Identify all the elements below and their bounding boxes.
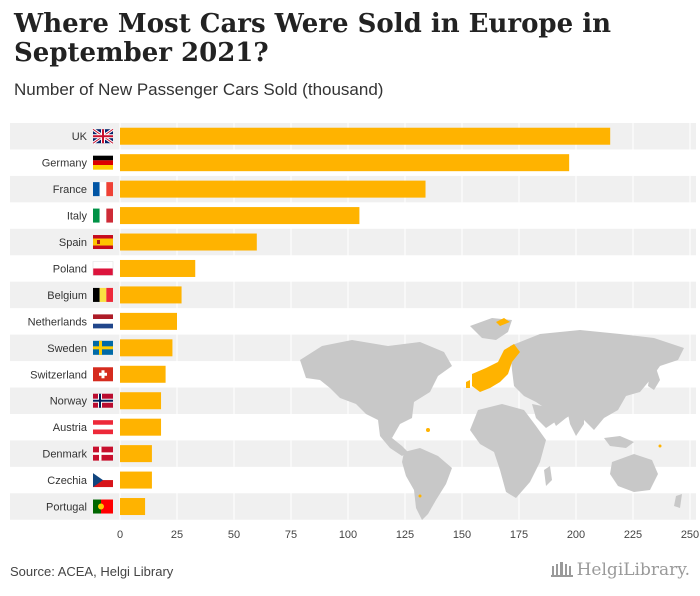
category-label: Italy xyxy=(67,211,88,223)
flag-belgium-icon xyxy=(93,287,113,302)
brand-text: HelgiLibrary. xyxy=(576,560,690,580)
bar-chart: UK Germany France Italy Spain Poland Belgium Ne… xyxy=(10,123,699,541)
category-label: Netherlands xyxy=(28,316,88,328)
x-tick-label: 50 xyxy=(228,529,240,541)
category-label: UK xyxy=(72,131,88,143)
category-label: Sweden xyxy=(47,343,87,355)
category-label: Belgium xyxy=(47,290,87,302)
category-label: France xyxy=(53,184,87,196)
bar xyxy=(120,207,360,225)
country-flags xyxy=(92,127,114,514)
x-axis-ticks: 0 25 50 75 100 125 150 175 200 225 250 xyxy=(117,529,699,541)
x-tick-label: 100 xyxy=(339,529,357,541)
bar xyxy=(120,154,570,172)
bar xyxy=(120,312,177,330)
flag-portugal-icon xyxy=(93,499,113,514)
x-tick-label: 250 xyxy=(681,529,699,541)
flag-austria-icon xyxy=(93,420,113,435)
bar xyxy=(120,180,426,198)
flag-norway-icon xyxy=(93,393,113,408)
flag-switzerland-icon xyxy=(93,367,113,382)
flag-germany-icon xyxy=(93,155,113,170)
bar xyxy=(120,445,152,463)
x-tick-label: 225 xyxy=(624,529,642,541)
category-label: Czechia xyxy=(47,475,88,487)
bar xyxy=(120,498,146,516)
flag-poland-icon xyxy=(92,261,114,276)
bar xyxy=(120,471,152,489)
x-tick-label: 175 xyxy=(510,529,528,541)
x-tick-label: 25 xyxy=(171,529,183,541)
flag-denmark-icon xyxy=(93,446,113,461)
flag-spain-icon xyxy=(93,235,113,250)
chart-subtitle: Number of New Passenger Cars Sold (thous… xyxy=(14,80,384,99)
category-label: Portugal xyxy=(46,502,87,514)
bar xyxy=(120,392,162,410)
flag-netherlands-icon xyxy=(93,314,113,329)
category-label: Switzerland xyxy=(30,369,87,381)
world-map-icon xyxy=(300,318,684,520)
category-label: Denmark xyxy=(42,449,87,461)
bar xyxy=(120,418,162,436)
x-tick-label: 150 xyxy=(453,529,471,541)
flag-uk-icon xyxy=(92,127,114,145)
flag-sweden-icon xyxy=(93,340,113,355)
category-label: Poland xyxy=(53,263,87,275)
x-tick-label: 125 xyxy=(396,529,414,541)
category-labels: UK Germany France Italy Spain Poland Belgium Ne… xyxy=(28,131,88,513)
brand-logo: HelgiLibrary. xyxy=(550,560,690,580)
bar xyxy=(120,233,257,251)
category-label: Spain xyxy=(59,237,87,249)
bar xyxy=(120,365,166,383)
category-label: Austria xyxy=(53,422,88,434)
flag-czechia-icon xyxy=(93,473,113,488)
library-icon xyxy=(550,562,573,577)
category-label: Norway xyxy=(50,396,88,408)
flag-italy-icon xyxy=(93,208,113,223)
bar xyxy=(120,286,182,304)
bar xyxy=(120,259,196,277)
source-note: Source: ACEA, Helgi Library xyxy=(10,564,174,579)
flag-france-icon xyxy=(93,182,113,197)
category-label: Germany xyxy=(42,158,88,170)
x-tick-label: 75 xyxy=(285,529,297,541)
bar xyxy=(120,339,173,357)
bars xyxy=(120,127,611,516)
chart-title: Where Most Cars Were Sold in Europe in S… xyxy=(14,9,611,68)
x-tick-label: 200 xyxy=(567,529,585,541)
x-tick-label: 0 xyxy=(117,529,123,541)
bar xyxy=(120,127,611,145)
